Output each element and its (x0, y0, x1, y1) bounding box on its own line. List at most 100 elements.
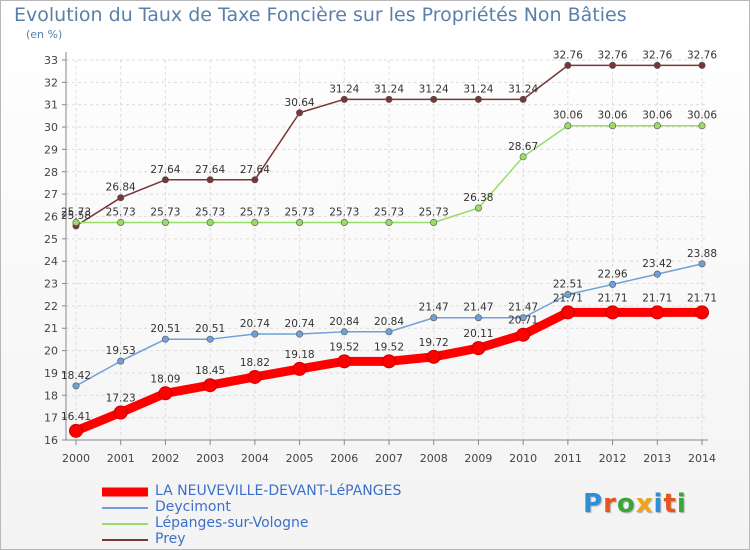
y-unit-label: (en %) (26, 28, 63, 41)
data-point (385, 95, 393, 103)
data-label: 25.73 (285, 207, 315, 219)
data-label: 25.73 (195, 207, 225, 219)
data-point (292, 361, 307, 376)
data-label: 23.88 (687, 248, 717, 260)
data-point (560, 305, 575, 320)
data-point (161, 176, 169, 184)
data-label: 25.73 (61, 207, 91, 219)
x-tick-label: 2001 (107, 452, 135, 465)
y-tick-label: 33 (44, 54, 58, 67)
legend-label: Lépanges-sur-Vologne (155, 515, 309, 531)
data-label: 20.71 (508, 315, 538, 327)
data-label: 26.84 (106, 182, 136, 194)
data-label: 18.42 (61, 370, 91, 382)
data-label: 32.76 (553, 49, 583, 61)
data-label: 32.76 (598, 49, 628, 61)
data-label: 30.06 (642, 110, 672, 122)
data-point (251, 176, 259, 184)
data-point (471, 341, 486, 356)
data-point (117, 357, 125, 365)
data-point (337, 354, 352, 369)
data-point (430, 314, 438, 322)
x-tick-label: 2009 (464, 452, 492, 465)
y-tick-label: 16 (44, 434, 58, 447)
data-point (72, 382, 80, 390)
data-point (605, 305, 620, 320)
data-label: 19.52 (329, 341, 359, 353)
data-point (206, 176, 214, 184)
data-label: 19.52 (374, 341, 404, 353)
data-label: 21.71 (598, 292, 628, 304)
data-point (72, 219, 80, 227)
data-label: 21.47 (419, 302, 449, 314)
y-tick-label: 25 (44, 233, 58, 246)
data-point (296, 109, 304, 117)
data-label: 25.73 (329, 207, 359, 219)
data-point (251, 330, 259, 338)
y-tick-label: 28 (44, 166, 58, 179)
data-label: 32.76 (642, 49, 672, 61)
data-point (653, 270, 661, 278)
data-label: 31.24 (329, 83, 359, 95)
data-label: 25.73 (106, 207, 136, 219)
data-label: 21.71 (642, 292, 672, 304)
y-tick-label: 18 (44, 389, 58, 402)
data-point (564, 122, 572, 130)
legend-label: LA NEUVEVILLE-DEVANT-LéPANGES (155, 483, 402, 499)
data-label: 27.64 (240, 164, 270, 176)
logo-letter: i (676, 489, 687, 519)
y-tick-label: 31 (44, 99, 58, 112)
data-point (385, 328, 393, 336)
y-tick-label: 30 (44, 121, 58, 134)
x-tick-label: 2014 (688, 452, 716, 465)
data-point (340, 328, 348, 336)
data-label: 18.09 (150, 373, 180, 385)
x-tick-label: 2011 (554, 452, 582, 465)
logo-letter: P (583, 489, 604, 519)
logo-letter: r (603, 489, 617, 519)
data-label: 31.24 (463, 83, 493, 95)
data-point (158, 386, 173, 401)
data-point (113, 405, 128, 420)
data-point (653, 122, 661, 130)
data-label: 30.64 (285, 97, 315, 109)
chart-title: Evolution du Taux de Taxe Foncière sur l… (14, 4, 627, 26)
data-point (69, 423, 83, 438)
data-point (474, 95, 482, 103)
data-point (296, 219, 304, 227)
logo-letter: i (653, 489, 664, 519)
data-label: 25.73 (240, 207, 270, 219)
data-point (695, 305, 709, 320)
data-point (653, 61, 661, 69)
data-point (519, 314, 527, 322)
x-tick-label: 2013 (643, 452, 671, 465)
data-point (385, 219, 393, 227)
x-tick-label: 2012 (599, 452, 627, 465)
data-label: 22.51 (553, 278, 583, 290)
data-point (609, 61, 617, 69)
x-tick-label: 2005 (286, 452, 314, 465)
data-point (698, 122, 706, 130)
data-point (251, 219, 259, 227)
legend-swatch (102, 539, 148, 541)
legend-swatch (102, 507, 148, 509)
y-tick-label: 27 (44, 188, 58, 201)
data-point (117, 194, 125, 202)
data-label: 28.67 (508, 141, 538, 153)
data-point (296, 330, 304, 338)
proxiti-logo: Proxiti (583, 489, 687, 519)
data-label: 19.53 (106, 345, 136, 357)
data-point (382, 354, 396, 369)
data-point (206, 335, 214, 343)
data-label: 30.06 (553, 110, 583, 122)
data-label: 20.74 (240, 318, 270, 330)
data-label: 25.58 (61, 210, 91, 222)
data-label: 30.06 (687, 110, 717, 122)
data-label: 27.64 (195, 164, 225, 176)
data-point (519, 153, 527, 161)
y-tick-label: 17 (44, 412, 58, 425)
data-label: 21.71 (687, 292, 717, 304)
data-point (564, 290, 572, 298)
